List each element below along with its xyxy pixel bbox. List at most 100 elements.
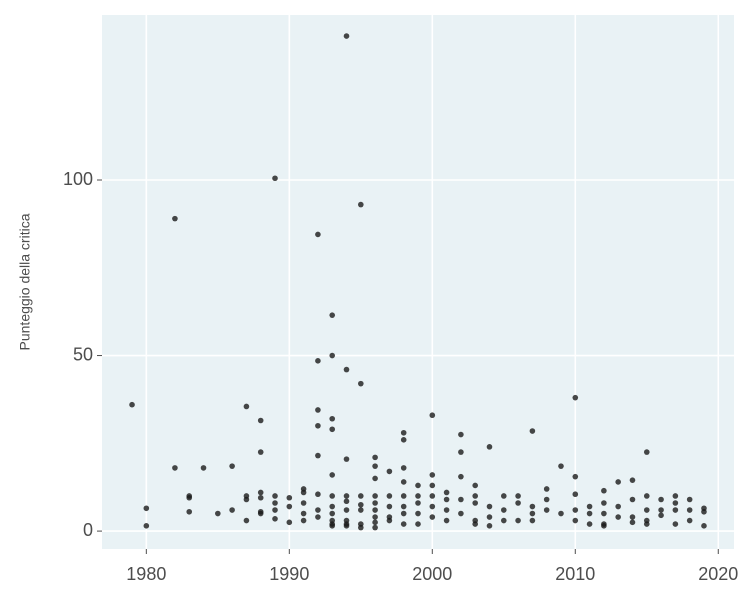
point <box>415 510 421 517</box>
point <box>572 473 579 480</box>
point <box>329 472 336 478</box>
point <box>343 498 350 505</box>
point <box>615 479 621 485</box>
point <box>486 444 493 450</box>
point <box>543 507 550 513</box>
point <box>601 487 607 494</box>
point <box>415 500 421 506</box>
plot-panel <box>102 15 734 549</box>
point <box>543 486 550 492</box>
x-tick-label: 1980 <box>126 564 166 584</box>
point <box>486 514 493 520</box>
point <box>315 231 321 238</box>
x-tick-label: 2000 <box>412 564 452 584</box>
point <box>243 403 250 410</box>
point <box>486 523 493 529</box>
point <box>429 412 436 419</box>
point <box>558 510 564 517</box>
point <box>629 519 636 526</box>
point <box>415 482 421 489</box>
point <box>243 517 250 524</box>
point <box>143 523 150 529</box>
point <box>315 407 321 413</box>
point <box>629 514 636 520</box>
point <box>172 215 178 222</box>
point <box>229 507 235 513</box>
point <box>329 523 336 529</box>
point <box>186 508 193 515</box>
point <box>400 503 407 510</box>
point <box>658 512 664 519</box>
point <box>672 493 679 499</box>
point <box>429 514 436 520</box>
point <box>343 507 350 513</box>
point <box>443 517 450 524</box>
point <box>272 493 278 499</box>
point <box>415 493 421 499</box>
point <box>343 456 350 462</box>
point <box>658 507 664 513</box>
point <box>643 493 650 499</box>
point <box>429 482 436 489</box>
point <box>486 503 493 510</box>
point <box>400 493 407 499</box>
y-tick-label: 50 <box>73 344 93 364</box>
point <box>386 517 393 524</box>
point <box>529 503 536 510</box>
point <box>300 510 307 517</box>
point <box>372 524 378 531</box>
point <box>257 449 264 455</box>
x-tick-label: 1990 <box>269 564 309 584</box>
point <box>272 175 278 182</box>
point <box>343 33 350 39</box>
point <box>400 429 407 436</box>
point <box>615 514 621 520</box>
point <box>358 524 364 531</box>
point <box>529 517 536 524</box>
point <box>701 523 707 529</box>
point <box>286 519 293 526</box>
point <box>343 366 350 373</box>
point <box>558 463 564 469</box>
point <box>400 521 407 527</box>
point <box>615 503 621 510</box>
point <box>586 521 593 527</box>
point <box>500 507 507 513</box>
point <box>601 500 607 506</box>
point <box>386 493 393 499</box>
point <box>701 508 707 515</box>
point <box>329 503 336 510</box>
x-tick-label: 2010 <box>555 564 595 584</box>
point <box>429 503 436 510</box>
point <box>458 449 464 455</box>
point <box>672 500 679 506</box>
point <box>472 493 478 499</box>
point <box>429 493 436 499</box>
point <box>186 494 193 501</box>
point <box>358 493 364 499</box>
point <box>601 510 607 517</box>
point <box>400 510 407 517</box>
point <box>300 500 307 506</box>
point <box>372 493 378 499</box>
point <box>658 496 664 503</box>
point <box>529 428 536 434</box>
point <box>643 507 650 513</box>
point <box>343 493 350 499</box>
point <box>315 491 321 498</box>
point <box>215 510 221 517</box>
y-axis-label: Punteggio della critica <box>17 213 33 350</box>
y-tick-label: 0 <box>83 520 93 540</box>
point <box>629 496 636 503</box>
point <box>686 496 693 503</box>
point <box>515 500 521 506</box>
point <box>329 493 336 499</box>
point <box>315 514 321 520</box>
point <box>315 422 321 429</box>
point <box>315 452 321 459</box>
point <box>458 510 464 517</box>
point <box>400 437 407 443</box>
point <box>257 417 264 424</box>
point <box>472 521 478 527</box>
